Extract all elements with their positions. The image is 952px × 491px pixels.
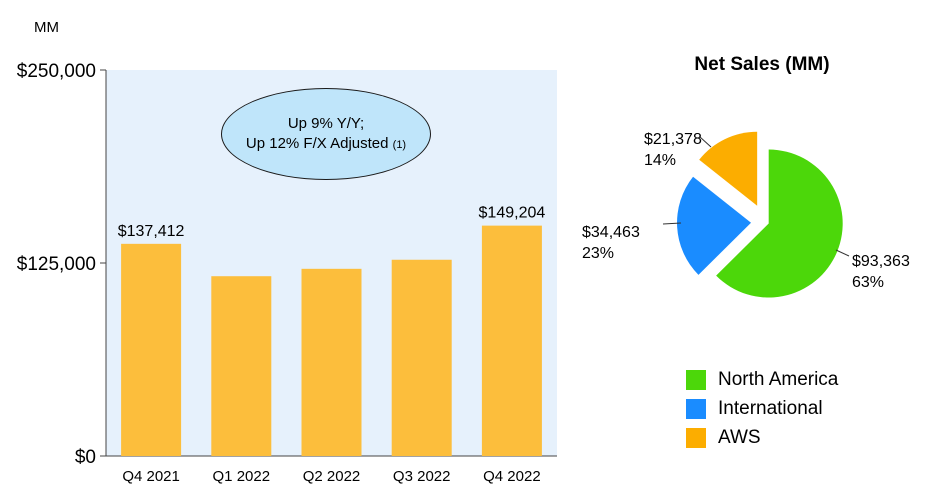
- pie-percent-label: 14%: [644, 152, 676, 169]
- bar: [391, 259, 452, 456]
- legend-swatch: [686, 369, 706, 390]
- legend-item: International: [686, 394, 838, 423]
- bar: [481, 225, 542, 456]
- growth-callout: Up 9% Y/Y; Up 12% F/X Adjusted (1): [221, 88, 431, 180]
- y-tick-label: $125,000: [17, 254, 96, 275]
- x-tick-label: Q4 2022: [483, 468, 541, 485]
- x-tick-label: Q3 2022: [393, 468, 451, 485]
- pie-leader-line: [699, 136, 712, 148]
- pie-percent-label: 23%: [582, 245, 614, 262]
- pie-percent-label: 63%: [852, 274, 884, 291]
- callout-line-1: Up 9% Y/Y;: [287, 114, 365, 132]
- pie-title: Net Sales (MM): [694, 54, 829, 75]
- bar: [301, 268, 362, 456]
- pie-leader-line: [662, 222, 682, 225]
- legend-swatch: [686, 398, 706, 419]
- bar-value-label: $137,412: [118, 223, 185, 240]
- legend-label: North America: [718, 368, 839, 390]
- pie-value-label: $34,463: [582, 224, 640, 241]
- pie-value-label: $93,363: [852, 253, 910, 270]
- y-tick-label: $0: [75, 447, 96, 468]
- legend-swatch: [686, 427, 706, 448]
- y-tick-label: $250,000: [17, 61, 96, 82]
- legend-item: North America: [686, 365, 838, 394]
- bar-chart: MM $0 $125,000 $250,000 Q4 2021 $137,412 Q1 20…: [17, 19, 557, 485]
- x-tick-label: Q1 2022: [213, 468, 271, 485]
- legend-item: AWS: [686, 423, 838, 452]
- pie-value-label: $21,378: [644, 131, 702, 148]
- bar: [121, 243, 182, 456]
- callout-footnote: (1): [392, 138, 407, 151]
- x-tick-label: Q2 2022: [303, 468, 361, 485]
- y-axis-unit-label: MM: [34, 19, 59, 36]
- pie-leader-line: [835, 249, 850, 257]
- x-tick-label: Q4 2021: [122, 468, 180, 485]
- pie-slice: [716, 149, 843, 298]
- pie-chart: Net Sales (MM) $93,363 63% $34,463 23% $21,37…: [582, 54, 910, 298]
- bar: [211, 276, 272, 456]
- callout-line-2-text: Up 12% F/X Adjusted: [245, 134, 389, 152]
- bar-value-label: $149,204: [479, 205, 546, 222]
- legend-label: International: [718, 397, 823, 419]
- pie-slice: [699, 131, 758, 206]
- pie-slice: [677, 176, 752, 275]
- pie-legend: North America International AWS: [686, 365, 838, 452]
- callout-line-2: Up 12% F/X Adjusted (1): [246, 134, 406, 155]
- legend-label: AWS: [718, 426, 761, 448]
